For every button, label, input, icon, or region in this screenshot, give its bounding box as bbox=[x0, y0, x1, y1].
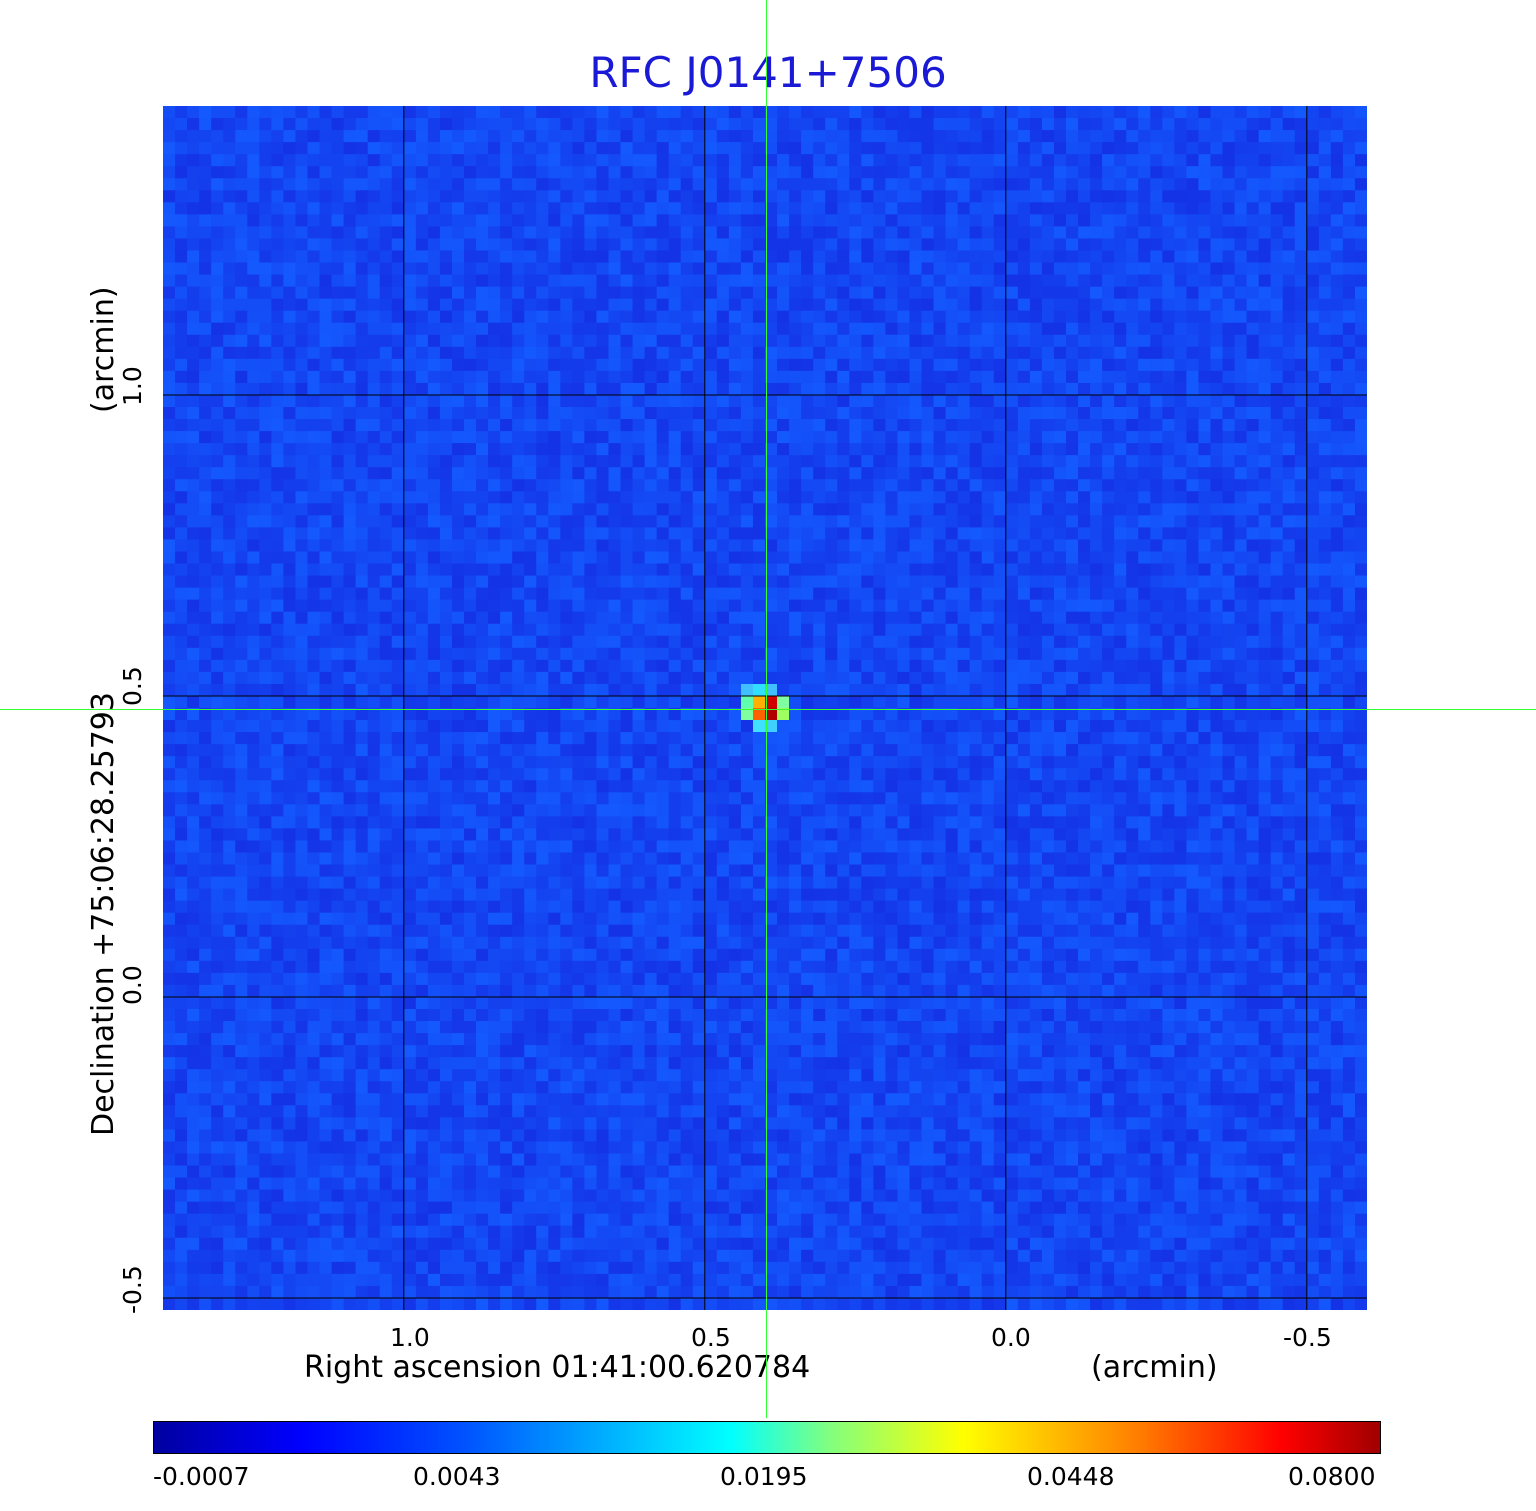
colorbar-tick-label: 0.0043 bbox=[413, 1462, 501, 1491]
source-pixel bbox=[741, 684, 753, 696]
source-pixel bbox=[765, 720, 777, 732]
source-pixel bbox=[777, 696, 789, 708]
source-pixel bbox=[765, 684, 777, 696]
chart-title: RFC J0141+7506 bbox=[589, 48, 947, 97]
source-pixel bbox=[753, 696, 765, 708]
colorbar-tick-label: 0.0448 bbox=[1027, 1462, 1115, 1491]
y-axis-label: Declination +75:06:28.25793 bbox=[86, 692, 121, 1136]
source-pixel bbox=[753, 720, 765, 732]
y-axis-unit: (arcmin) bbox=[86, 286, 121, 413]
y-tick-label: -0.5 bbox=[118, 1265, 147, 1314]
crosshair-vertical bbox=[766, 0, 767, 1418]
x-tick-label: -0.5 bbox=[1283, 1323, 1332, 1352]
source-pixel bbox=[753, 684, 765, 696]
x-axis-label: Right ascension 01:41:00.620784 bbox=[304, 1350, 811, 1385]
colorbar-tick-label: 0.0800 bbox=[1288, 1462, 1376, 1491]
source-blob bbox=[741, 684, 789, 732]
x-axis-unit: (arcmin) bbox=[1091, 1350, 1218, 1385]
x-tick-label: 0.0 bbox=[991, 1323, 1031, 1352]
colorbar-tick-label: -0.0007 bbox=[153, 1462, 250, 1491]
colorbar bbox=[153, 1421, 1381, 1454]
x-tick-label: 0.5 bbox=[691, 1323, 731, 1352]
image-plot[interactable] bbox=[163, 106, 1367, 1310]
source-pixel bbox=[741, 696, 753, 708]
crosshair-horizontal bbox=[0, 709, 1536, 710]
colorbar-tick-label: 0.0195 bbox=[720, 1462, 808, 1491]
y-tick-label: 1.0 bbox=[118, 366, 147, 406]
source-pixel bbox=[765, 708, 777, 720]
plot-canvas bbox=[163, 106, 1367, 1310]
source-pixel bbox=[753, 708, 765, 720]
y-tick-label: 0.5 bbox=[118, 666, 147, 706]
source-pixel bbox=[741, 708, 753, 720]
source-pixel bbox=[765, 696, 777, 708]
source-pixel bbox=[777, 708, 789, 720]
y-tick-label: 0.0 bbox=[118, 965, 147, 1005]
x-tick-label: 1.0 bbox=[390, 1323, 430, 1352]
noise-layer bbox=[163, 106, 1367, 1310]
